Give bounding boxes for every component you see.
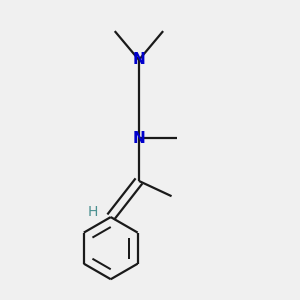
Text: N: N — [133, 131, 145, 146]
Text: N: N — [133, 52, 145, 68]
Text: H: H — [88, 205, 98, 219]
